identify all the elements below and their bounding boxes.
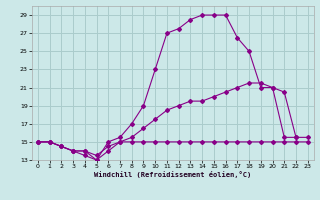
X-axis label: Windchill (Refroidissement éolien,°C): Windchill (Refroidissement éolien,°C) [94, 171, 252, 178]
